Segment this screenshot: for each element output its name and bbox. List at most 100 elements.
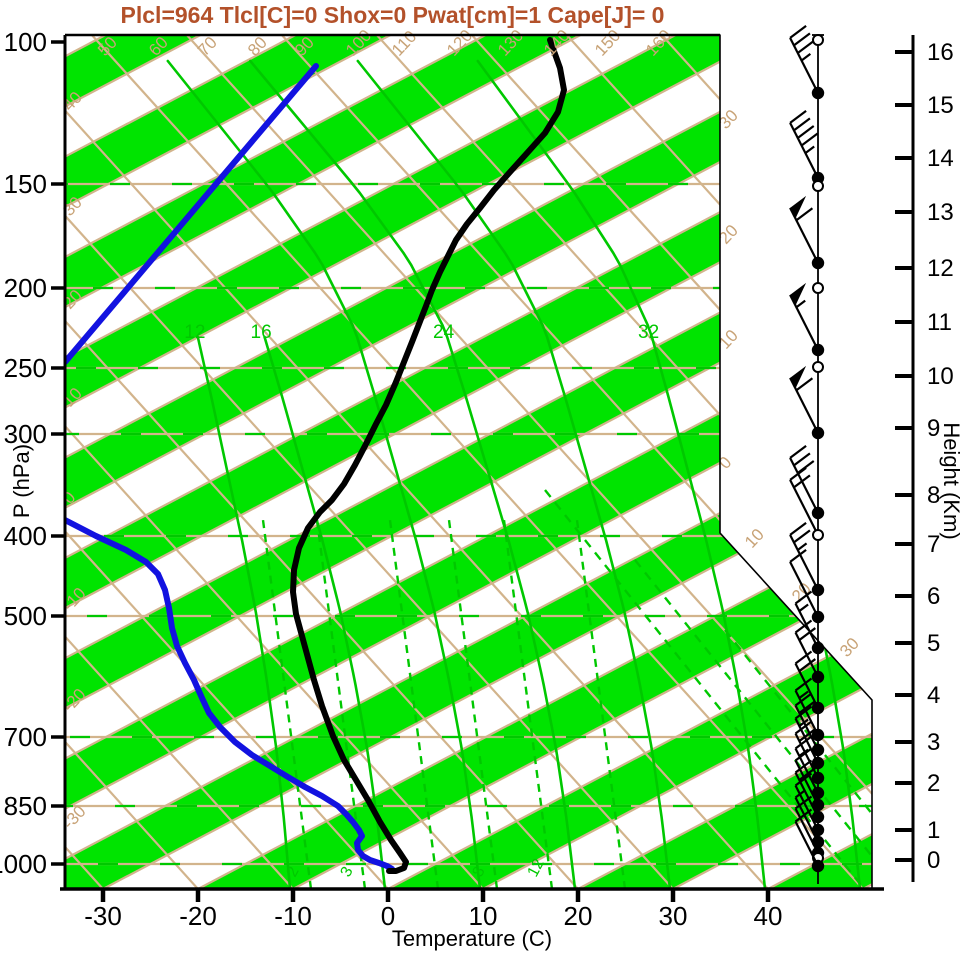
station-dot	[811, 506, 825, 520]
svg-text:6: 6	[927, 583, 940, 610]
wind-barb	[812, 180, 824, 192]
svg-text:16: 16	[927, 39, 954, 66]
svg-text:500: 500	[4, 601, 47, 631]
svg-text:5: 5	[927, 630, 940, 657]
svg-text:-10: -10	[274, 901, 312, 931]
wind-barb	[794, 692, 825, 757]
wind-barb	[789, 109, 825, 185]
svg-text:-30: -30	[84, 901, 122, 931]
wind-barb	[794, 735, 825, 800]
svg-text:150: 150	[591, 26, 624, 60]
station-circle	[812, 361, 824, 373]
svg-text:16: 16	[251, 322, 272, 343]
svg-text:30: 30	[836, 634, 863, 661]
wind-barb	[794, 759, 825, 824]
wind-barb	[789, 24, 825, 100]
svg-text:15: 15	[927, 92, 954, 119]
svg-text:4: 4	[927, 682, 940, 709]
station-dot	[811, 786, 825, 800]
dewpoint-curve	[65, 63, 395, 872]
svg-text:7: 7	[927, 531, 940, 558]
wind-barb	[794, 772, 825, 837]
svg-text:100: 100	[4, 27, 47, 57]
wind-barb	[794, 650, 825, 715]
svg-text:2: 2	[927, 770, 940, 797]
station-dot	[811, 343, 825, 357]
station-dot	[811, 771, 825, 785]
svg-text:850: 850	[4, 791, 47, 821]
station-circle	[812, 34, 824, 46]
wind-barb	[794, 677, 825, 742]
svg-text:-20: -20	[179, 901, 217, 931]
pressure-axis: 100 150 200 250 300 400 500 700 850 1000	[0, 27, 65, 879]
wind-barb-staff	[789, 24, 825, 884]
svg-text:0: 0	[927, 847, 940, 874]
station-dot	[811, 610, 825, 624]
station-dot	[811, 426, 825, 440]
station-dot	[811, 583, 825, 597]
wind-barb	[812, 361, 824, 373]
svg-text:12: 12	[927, 255, 954, 282]
station-dot	[811, 701, 825, 715]
temperature-axis: -30 -20 -10 0 10 20 30 40	[84, 889, 782, 931]
svg-text:12: 12	[525, 856, 548, 880]
station-dot	[811, 859, 825, 873]
svg-text:20: 20	[564, 901, 593, 931]
station-dot	[811, 743, 825, 757]
station-dot	[811, 810, 825, 824]
station-dot	[811, 823, 825, 837]
station-circle	[812, 282, 824, 294]
svg-text:400: 400	[4, 521, 47, 551]
temperature-curve	[290, 37, 567, 874]
wind-barb	[789, 365, 825, 440]
station-circle	[812, 180, 824, 192]
svg-text:110: 110	[388, 27, 420, 60]
svg-text:30: 30	[659, 901, 688, 931]
svg-text:300: 300	[4, 419, 47, 449]
svg-text:0: 0	[381, 901, 395, 931]
wind-barb	[794, 590, 825, 655]
station-dot	[811, 670, 825, 684]
station-dot	[811, 256, 825, 270]
svg-text:3: 3	[927, 729, 940, 756]
station-dot	[811, 798, 825, 812]
svg-text:10: 10	[741, 525, 768, 552]
svg-text:3: 3	[338, 864, 357, 880]
wind-barb	[789, 195, 825, 270]
wind-barb	[794, 720, 825, 785]
svg-text:200: 200	[4, 273, 47, 303]
svg-text:9: 9	[927, 415, 940, 442]
svg-text:1: 1	[927, 817, 940, 844]
svg-text:10: 10	[469, 901, 498, 931]
station-circle	[812, 529, 824, 541]
svg-text:11: 11	[927, 309, 952, 336]
wind-barb	[789, 466, 824, 541]
station-dot	[811, 728, 825, 742]
mixing-ratio-lines	[261, 489, 872, 889]
svg-text:8: 8	[927, 482, 940, 509]
svg-text:0: 0	[715, 453, 735, 473]
wind-barb	[789, 444, 825, 520]
svg-text:700: 700	[4, 722, 47, 752]
svg-text:24: 24	[433, 322, 455, 343]
svg-text:14: 14	[927, 145, 954, 172]
station-dot	[811, 756, 825, 770]
svg-text:40: 40	[754, 901, 783, 931]
temperature-axis-title: Temperature (C)	[391, 926, 553, 951]
station-dot	[811, 86, 825, 100]
svg-text:32: 32	[638, 322, 659, 343]
wind-barb	[812, 282, 824, 294]
station-dot	[811, 641, 825, 655]
page-title: Plcl=964 Tlcl[C]=0 Shox=0 Pwat[cm]=1 Cap…	[120, 2, 665, 28]
wind-barb	[812, 34, 824, 46]
svg-text:1000: 1000	[0, 849, 47, 879]
svg-text:150: 150	[4, 169, 47, 199]
svg-text:12: 12	[184, 322, 205, 343]
wind-barb	[789, 521, 825, 597]
wind-barb	[789, 548, 825, 624]
wind-barb	[789, 282, 825, 357]
svg-text:250: 250	[4, 353, 47, 383]
wind-barb	[794, 808, 825, 873]
